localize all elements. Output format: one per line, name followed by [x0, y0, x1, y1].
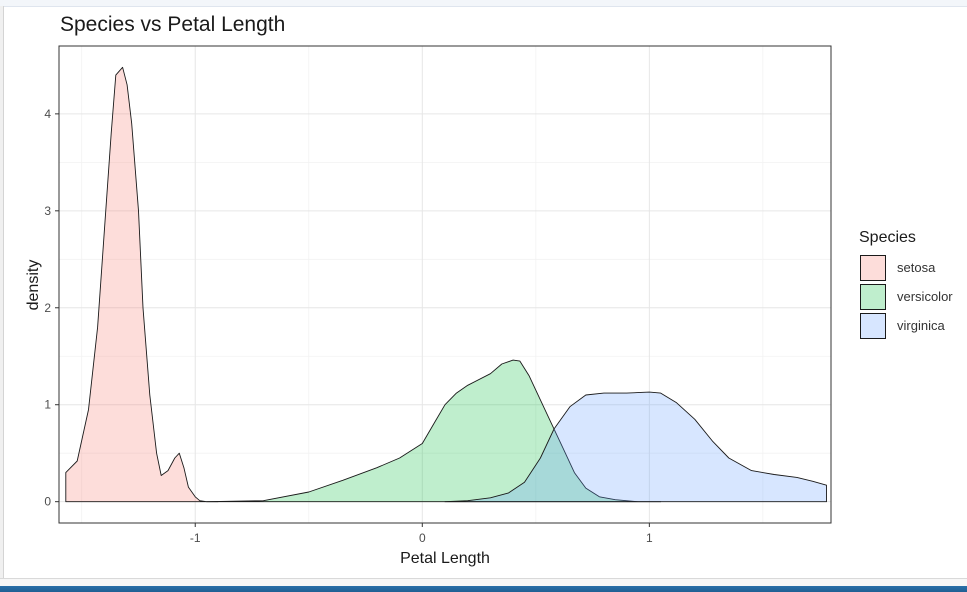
plot-panel	[59, 46, 831, 523]
legend-item-versicolor: versicolor	[859, 284, 967, 313]
legend-key-versicolor	[860, 284, 886, 310]
density-area-versicolor	[206, 359, 662, 503]
area-layer	[65, 66, 827, 503]
axis-layer: -1 0 1 0 1 2 3 4	[44, 45, 832, 545]
y-tick-label: 3	[44, 204, 51, 218]
taskbar-strip	[0, 586, 967, 592]
y-tick-label: 4	[44, 107, 51, 121]
grid-layer	[59, 46, 831, 523]
legend: Species setosa versicolor virginica	[859, 229, 967, 342]
legend-label-virginica: virginica	[897, 318, 945, 333]
x-tick-label: 0	[419, 531, 426, 545]
y-tick-label: 2	[44, 301, 51, 315]
x-tick-label: -1	[190, 531, 201, 545]
legend-item-setosa: setosa	[859, 255, 967, 284]
window-left-edge	[0, 6, 4, 580]
legend-item-virginica: virginica	[859, 313, 967, 342]
legend-title: Species	[859, 229, 916, 246]
y-tick-label: 0	[44, 495, 51, 509]
x-tick-label: 1	[646, 531, 653, 545]
y-axis-title: density	[25, 259, 42, 311]
window-top-strip	[0, 0, 967, 7]
legend-label-setosa: setosa	[897, 260, 936, 275]
y-tick-label: 1	[44, 398, 51, 412]
legend-key-virginica	[860, 313, 886, 339]
density-area-setosa	[65, 66, 219, 503]
window-bottom-edge	[0, 578, 967, 587]
density-area-virginica	[444, 391, 827, 503]
plot-border	[58, 45, 832, 524]
legend-key-setosa	[860, 255, 886, 281]
legend-label-versicolor: versicolor	[897, 289, 953, 304]
chart-title: Species vs Petal Length	[60, 13, 286, 36]
x-axis-title: Petal Length	[400, 550, 490, 567]
